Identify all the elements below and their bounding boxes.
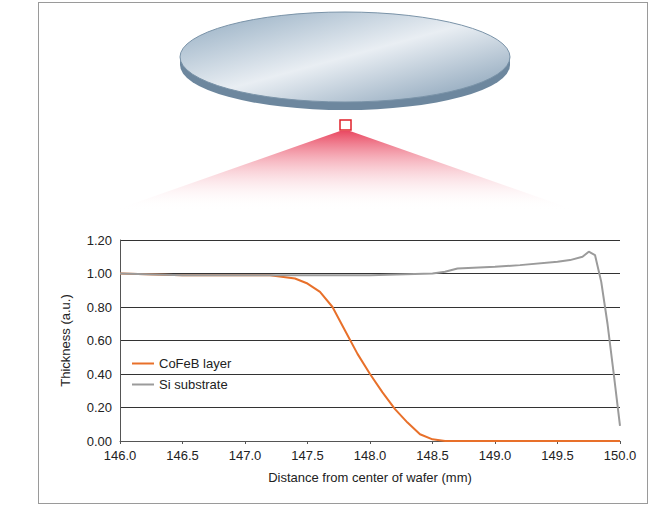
svg-text:0.40: 0.40 xyxy=(87,367,112,382)
svg-text:147.5: 147.5 xyxy=(291,448,324,463)
svg-text:0.60: 0.60 xyxy=(87,333,112,348)
svg-text:Thickness (a.u.): Thickness (a.u.) xyxy=(58,294,73,386)
svg-text:1.00: 1.00 xyxy=(87,266,112,281)
svg-text:Si substrate: Si substrate xyxy=(159,377,228,392)
svg-text:148.5: 148.5 xyxy=(416,448,449,463)
svg-text:0.00: 0.00 xyxy=(87,434,112,449)
svg-text:1.20: 1.20 xyxy=(87,233,112,248)
svg-text:Distance from center of wafer: Distance from center of wafer (mm) xyxy=(268,470,472,485)
svg-text:146.0: 146.0 xyxy=(104,448,137,463)
svg-text:149.0: 149.0 xyxy=(479,448,512,463)
svg-text:0.80: 0.80 xyxy=(87,300,112,315)
svg-text:148.0: 148.0 xyxy=(354,448,387,463)
svg-text:150.0: 150.0 xyxy=(604,448,637,463)
svg-text:146.5: 146.5 xyxy=(166,448,199,463)
svg-text:149.5: 149.5 xyxy=(541,448,574,463)
svg-text:0.20: 0.20 xyxy=(87,400,112,415)
svg-text:CoFeB layer: CoFeB layer xyxy=(159,356,232,371)
svg-text:147.0: 147.0 xyxy=(229,448,262,463)
